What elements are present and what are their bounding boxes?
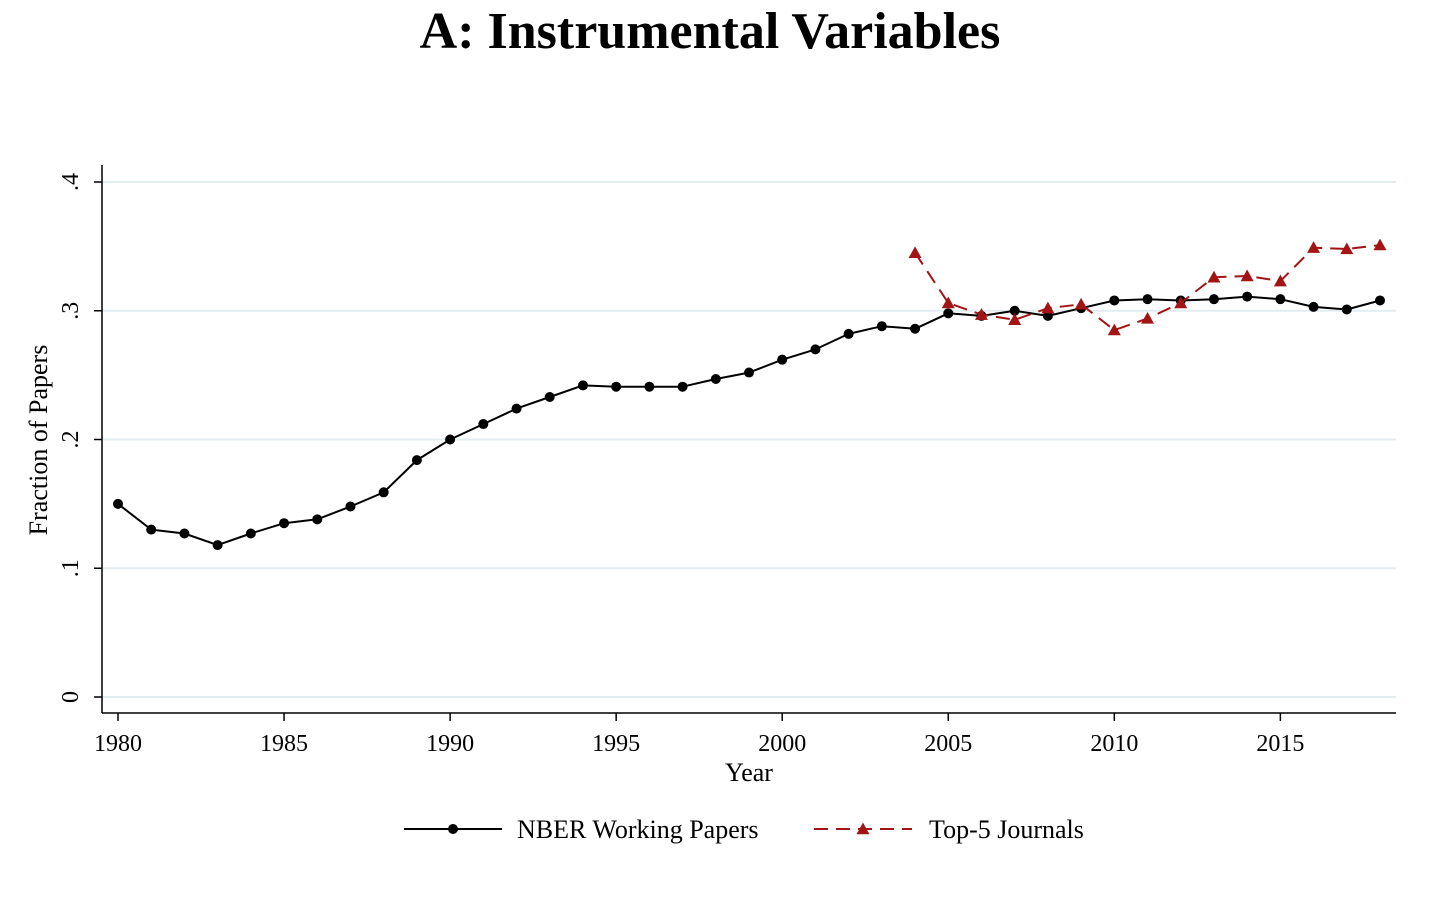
- x-tick-label: 2000: [758, 731, 806, 757]
- data-point: [611, 381, 622, 392]
- data-point: [1307, 241, 1321, 253]
- data-point: [744, 367, 754, 378]
- data-point: [1242, 291, 1253, 302]
- data-point: [1340, 242, 1354, 255]
- data-point: [1308, 301, 1319, 312]
- y-tick-label: .4: [58, 173, 84, 191]
- series-2: [908, 238, 1387, 336]
- data-point: [212, 540, 223, 551]
- data-point: [1008, 313, 1022, 325]
- chart-title: A: Instrumental Variables: [419, 3, 1001, 60]
- data-point: [179, 528, 190, 539]
- x-tick-label: 1995: [592, 731, 640, 757]
- data-point: [1174, 296, 1188, 309]
- data-point: [445, 434, 456, 445]
- data-point: [478, 419, 489, 430]
- x-tick-label: 1980: [94, 731, 142, 757]
- data-point: [810, 344, 821, 355]
- y-axis-title: Fraction of Papers: [24, 345, 53, 536]
- data-point: [1141, 311, 1155, 324]
- y-tick-label: 0: [58, 691, 84, 703]
- x-tick-label: 1985: [260, 731, 308, 757]
- legend-marker: [856, 822, 870, 835]
- data-point: [113, 498, 123, 509]
- data-point: [1074, 297, 1088, 310]
- data-point: [1273, 274, 1287, 287]
- data-point: [876, 321, 887, 332]
- x-tick-label: 2015: [1256, 731, 1304, 757]
- data-point: [1107, 323, 1121, 336]
- data-point: [1109, 295, 1120, 306]
- data-point: [1142, 294, 1153, 305]
- gridlines: [102, 181, 1396, 698]
- legend-label: NBER Working Papers: [517, 815, 759, 844]
- data-point: [1373, 238, 1387, 251]
- y-tick-label: .2: [58, 431, 84, 449]
- legend: NBER Working Papers Top-5 Journals: [404, 815, 1084, 844]
- data-point: [943, 308, 954, 319]
- x-tick-label: 1990: [426, 731, 474, 757]
- y-tick-label: .1: [58, 559, 84, 577]
- data-point: [1275, 294, 1286, 305]
- legend-label: Top-5 Journals: [929, 815, 1084, 844]
- data-point: [1207, 270, 1221, 283]
- data-point: [1041, 301, 1055, 314]
- data-point: [544, 392, 555, 403]
- data-point: [146, 524, 157, 535]
- legend-item: NBER Working Papers: [404, 815, 759, 844]
- data-point: [974, 308, 988, 320]
- x-axis-title: Year: [725, 758, 773, 787]
- axes: 0 .1 .2 .3 .4 1980 1985 1990 1995 2000 2005 2010 201…: [24, 165, 1396, 787]
- data-point: [777, 354, 788, 365]
- series: [113, 238, 1387, 551]
- data-point: [843, 328, 854, 339]
- data-point: [245, 528, 256, 539]
- data-point: [910, 323, 921, 334]
- data-point: [710, 373, 721, 384]
- data-point: [511, 403, 522, 414]
- y-tick-label: .3: [58, 302, 84, 320]
- data-point: [1240, 269, 1254, 282]
- data-point: [1375, 295, 1385, 306]
- data-point: [312, 514, 323, 525]
- data-point: [378, 487, 389, 498]
- series-1: [113, 291, 1385, 551]
- data-point: [1009, 305, 1020, 316]
- x-tick-label: 2005: [924, 731, 972, 757]
- x-tick-label: 2010: [1090, 731, 1138, 757]
- data-point: [1208, 294, 1219, 305]
- data-point: [644, 381, 655, 392]
- series-line: [117, 295, 1381, 547]
- legend-item: Top-5 Journals: [814, 815, 1084, 844]
- data-point: [1042, 310, 1053, 321]
- data-point: [908, 246, 922, 259]
- data-point: [941, 296, 955, 309]
- data-point: [411, 455, 422, 466]
- legend-marker: [448, 824, 458, 834]
- data-point: [1341, 304, 1352, 315]
- data-point: [345, 501, 356, 512]
- data-point: [577, 380, 588, 391]
- data-point: [279, 518, 290, 529]
- data-point: [677, 381, 688, 392]
